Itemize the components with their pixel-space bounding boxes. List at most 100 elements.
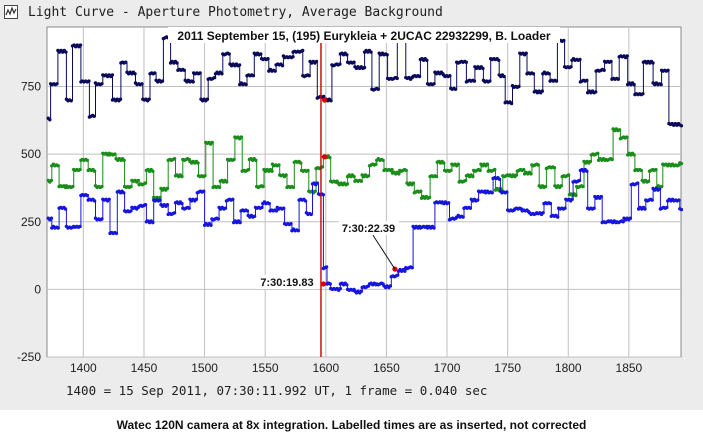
data-point	[453, 87, 458, 91]
data-point	[299, 161, 303, 165]
data-point	[114, 231, 119, 236]
annotations: 7:30:19.83 7:30:22.39	[257, 221, 399, 289]
data-point	[665, 205, 669, 210]
annotation-time-start: 7:30:19.83	[260, 277, 313, 289]
x-tick-label: 1700	[434, 361, 461, 375]
data-point	[175, 61, 179, 65]
data-point	[129, 209, 133, 213]
data-point	[366, 174, 371, 178]
data-point	[165, 203, 170, 207]
data-point	[396, 273, 400, 277]
data-point	[628, 216, 633, 220]
data-point	[679, 124, 684, 128]
data-point	[205, 97, 210, 101]
data-point	[151, 220, 155, 225]
data-point	[64, 50, 68, 54]
data-point	[260, 205, 264, 210]
y-tick-label: 0	[34, 282, 41, 296]
data-point	[328, 155, 332, 160]
data-point	[124, 60, 128, 64]
data-point	[556, 215, 560, 219]
data-point	[92, 199, 97, 203]
data-point	[385, 53, 389, 57]
data-point	[266, 57, 270, 61]
data-point	[49, 216, 54, 220]
data-point	[493, 167, 497, 172]
data-point	[468, 206, 473, 210]
data-point	[650, 198, 654, 202]
x-tick-label: 1750	[494, 361, 521, 375]
data-point	[239, 135, 243, 139]
data-point	[122, 191, 126, 195]
data-point	[246, 167, 251, 172]
data-point	[497, 58, 501, 62]
data-point	[309, 212, 313, 217]
window-title: Light Curve - Aperture Photometry, Avera…	[28, 5, 443, 20]
data-point	[345, 182, 350, 186]
data-point	[456, 162, 460, 166]
data-point	[427, 195, 432, 200]
data-point	[654, 167, 658, 172]
data-point	[522, 167, 526, 172]
title-bar: Light Curve - Aperture Photometry, Avera…	[0, 0, 703, 26]
data-point	[223, 206, 228, 210]
data-point	[321, 193, 325, 197]
data-point	[225, 180, 229, 184]
data-point	[592, 206, 596, 210]
data-point	[160, 79, 165, 83]
data-point	[514, 173, 519, 177]
data-point	[641, 92, 645, 96]
data-point	[577, 178, 582, 183]
data-point	[220, 72, 224, 76]
plot-window: Light Curve - Aperture Photometry, Avera…	[0, 0, 703, 410]
data-point	[71, 184, 75, 189]
data-point	[202, 189, 206, 193]
data-point	[251, 74, 256, 78]
x-tick-label: 1450	[131, 361, 158, 375]
data-point	[502, 74, 506, 79]
data-point	[596, 151, 600, 155]
data-point	[617, 128, 622, 132]
data-point	[636, 181, 640, 185]
data-point	[563, 206, 567, 210]
data-point	[55, 82, 59, 86]
data-point	[651, 61, 655, 65]
data-point	[158, 198, 162, 202]
x-axis-ticks: 1400 1450 1500 1550 1600 1650 1700 1750 1800 1850	[70, 361, 643, 375]
x-tick-label: 1500	[191, 361, 218, 375]
data-point	[232, 157, 236, 162]
data-point	[147, 97, 151, 101]
data-point	[352, 174, 356, 179]
annotation-time-end: 7:30:22.39	[342, 223, 395, 235]
data-point	[659, 82, 663, 87]
data-point	[133, 72, 137, 76]
data-point	[212, 75, 217, 80]
data-point	[245, 209, 250, 213]
data-point	[129, 184, 133, 189]
data-point	[434, 174, 439, 179]
data-point	[48, 118, 52, 122]
data-point	[49, 178, 54, 183]
annotation-box	[257, 274, 318, 289]
data-point	[100, 217, 104, 221]
data-point	[277, 163, 281, 167]
y-tick-label: 750	[21, 80, 41, 94]
data-point	[679, 207, 684, 212]
series-layer	[46, 35, 684, 295]
data-point	[85, 158, 90, 162]
data-point	[621, 220, 625, 224]
data-point	[395, 76, 399, 81]
data-point	[570, 197, 574, 201]
x-tick-label: 1650	[373, 361, 400, 375]
plot-area	[46, 26, 682, 358]
data-point	[541, 211, 545, 215]
data-point	[566, 173, 571, 177]
data-point	[338, 62, 342, 66]
data-point	[291, 185, 296, 190]
light-curve-app-icon[interactable]	[4, 5, 18, 19]
data-point	[616, 77, 620, 81]
y-tick-label: -250	[17, 350, 41, 364]
data-point	[578, 57, 582, 62]
data-point	[143, 203, 148, 207]
data-point	[419, 189, 423, 193]
